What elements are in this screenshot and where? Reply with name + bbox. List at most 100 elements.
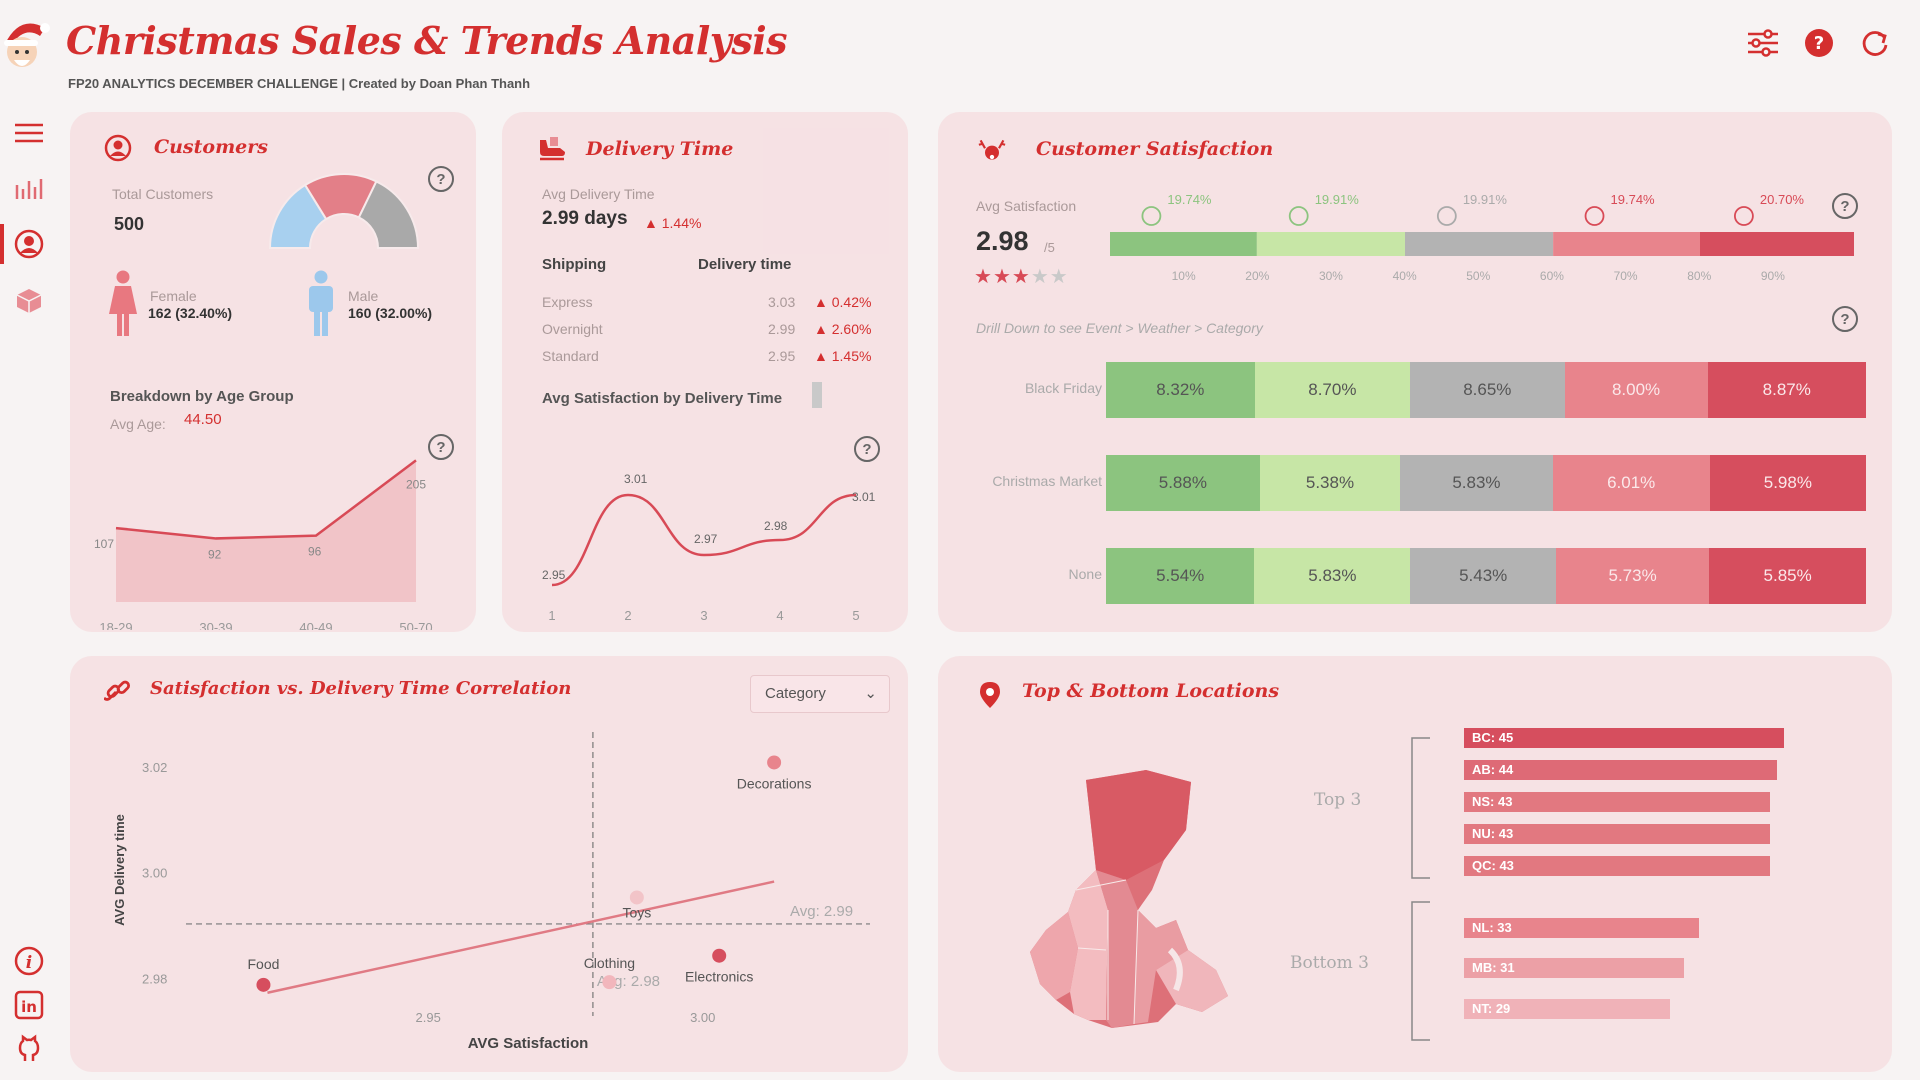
age-help-icon[interactable]: ? (428, 434, 454, 460)
heatmap-cell[interactable]: 5.88% (1106, 455, 1260, 511)
heatmap-cell[interactable]: 5.98% (1709, 455, 1866, 511)
scatter-point (629, 890, 644, 905)
heatmap-cell[interactable]: 8.32% (1106, 362, 1255, 418)
location-bar[interactable]: BC: 45 (1464, 728, 1784, 748)
location-bar[interactable]: AB: 44 (1464, 760, 1777, 780)
scatter-point-label: Toys (622, 904, 651, 920)
customers-help-icon[interactable]: ? (428, 166, 454, 192)
scatter-point-label: Decorations (737, 775, 812, 791)
shipping-col-header: Shipping (542, 256, 607, 273)
heatmap-row-label[interactable]: Black Friday (1024, 380, 1102, 396)
help-icon[interactable]: ? (1802, 26, 1836, 60)
heatmap-cell[interactable]: 8.87% (1707, 362, 1866, 418)
trend-line (267, 880, 775, 994)
delivery-data-label: 3.01 (624, 472, 648, 486)
star-icon: ★ (992, 266, 1012, 288)
heatmap-cell[interactable]: 5.54% (1106, 548, 1255, 604)
avg-delivery-value: 2.99 days (542, 208, 628, 229)
heatmap-cell[interactable]: 5.43% (1410, 548, 1556, 604)
reindeer-icon (978, 139, 1006, 160)
delivery-data-label: 2.97 (694, 532, 718, 546)
scatter-x-tick: 3.00 (690, 1010, 715, 1025)
scatter-point (256, 977, 271, 992)
refresh-icon[interactable] (1858, 26, 1892, 60)
heatmap-cell[interactable]: 5.38% (1259, 455, 1401, 511)
customers-card (70, 112, 476, 632)
shipping-row-value: 2.99 (768, 321, 796, 337)
satisfaction-tick: 10% (1172, 269, 1196, 283)
age-area-fill (116, 460, 416, 602)
star-icon: ★ (1030, 266, 1050, 288)
scatter-y-tick: 3.02 (142, 760, 167, 775)
top-group-label: Top 3 (1314, 790, 1362, 810)
heatmap-cell[interactable]: 5.73% (1555, 548, 1710, 604)
location-bar[interactable]: NL: 33 (1464, 918, 1699, 938)
avg-delivery-change: ▲ 1.44% (644, 215, 702, 231)
github-icon[interactable] (12, 1032, 46, 1066)
heatmap-cell[interactable]: 8.65% (1410, 362, 1565, 418)
santa-logo-icon (4, 23, 50, 67)
heatmap-cell[interactable]: 8.70% (1254, 362, 1411, 418)
male-label: Male (348, 288, 379, 304)
rating-stars: ★★★★★ (974, 264, 1069, 289)
delivery-tick-label: 3 (700, 608, 707, 623)
age-data-label: 92 (208, 547, 222, 561)
menu-icon[interactable] (12, 116, 46, 150)
box-icon[interactable] (12, 284, 46, 318)
scatter-point (712, 948, 727, 963)
shipping-row-name: Standard (542, 348, 599, 364)
delivery-help-icon[interactable]: ? (854, 436, 880, 462)
chart-icon[interactable] (12, 170, 46, 204)
avg-satisfaction-value: 2.98 (976, 226, 1029, 256)
canada-map[interactable] (1026, 760, 1246, 1040)
location-bar[interactable]: NT: 29 (1464, 999, 1671, 1019)
emoji-face-icon (1288, 206, 1309, 226)
scatter-y-tick: 3.00 (142, 866, 167, 881)
satisfaction-help-icon[interactable]: ? (1832, 193, 1858, 219)
male-value: 160 (32.00%) (348, 305, 433, 321)
satisfaction-segment (1404, 232, 1554, 256)
avg-age-value: 44.50 (184, 411, 222, 428)
info-icon[interactable]: i (12, 944, 46, 978)
heatmap-help-icon[interactable]: ? (1832, 306, 1858, 332)
delivery-card (502, 112, 908, 632)
linkedin-icon[interactable]: in (12, 988, 46, 1022)
heatmap-row-label[interactable]: None (1068, 566, 1102, 582)
drill-bar-icon[interactable] (812, 382, 822, 408)
gauge-segment (357, 180, 420, 249)
scatter-point (602, 975, 617, 990)
user-icon[interactable] (12, 227, 46, 261)
delivery-title: Delivery Time (586, 138, 734, 160)
correlation-scatter-chart: 3.02 3.00 2.98 2.95 3.00 AVG Satisfaction AVG … (112, 732, 870, 1052)
location-bar[interactable]: NU: 43 (1464, 824, 1770, 844)
satisfaction-title: Customer Satisfaction (1036, 138, 1274, 160)
heatmap-cell[interactable]: 8.00% (1564, 362, 1708, 418)
shipping-row-change: ▲ 1.45% (814, 348, 872, 364)
age-breakdown-title: Breakdown by Age Group (110, 388, 294, 405)
location-bar[interactable]: MB: 31 (1464, 958, 1685, 978)
age-tick-label: 18-29 (99, 620, 132, 630)
heatmap-cell[interactable]: 5.83% (1254, 548, 1411, 604)
heatmap-row-label[interactable]: Christmas Market (992, 473, 1102, 489)
age-tick-label: 40-49 (299, 620, 332, 630)
heatmap-cell[interactable]: 5.83% (1400, 455, 1553, 511)
delivery-data-label: 2.95 (542, 568, 566, 582)
satisfaction-segment-label: 19.91% (1315, 192, 1360, 207)
heatmap-cell[interactable]: 6.01% (1552, 455, 1710, 511)
filter-sliders-icon[interactable] (1746, 26, 1780, 60)
satisfaction-segment (1110, 232, 1257, 256)
delivery-tick-label: 2 (624, 608, 631, 623)
category-dropdown[interactable]: Category ⌄ (750, 675, 890, 713)
location-bar[interactable]: NS: 43 (1464, 792, 1770, 812)
emoji-face-icon (1584, 206, 1605, 226)
link-icon (104, 680, 131, 701)
total-customers-value: 500 (114, 214, 145, 234)
bottom-group-label: Bottom 3 (1290, 953, 1369, 973)
female-label: Female (150, 288, 197, 304)
location-bar[interactable]: QC: 43 (1464, 856, 1770, 876)
satisfaction-tick: 80% (1687, 269, 1711, 283)
scatter-point-label: Clothing (584, 955, 635, 971)
age-area-chart: 107 18-29 92 30-39 96 40-49 205 50-70 (94, 459, 433, 630)
heatmap-cell[interactable]: 5.85% (1709, 548, 1866, 604)
delivery-tick-label: 5 (852, 608, 859, 623)
